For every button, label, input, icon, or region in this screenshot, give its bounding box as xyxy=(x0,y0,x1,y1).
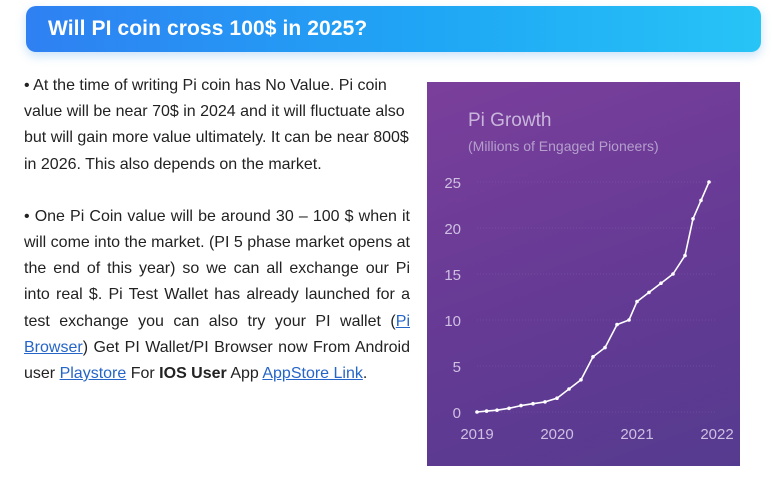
data-point xyxy=(531,401,535,406)
data-point xyxy=(567,387,571,391)
chart-title: Pi Growth xyxy=(468,110,552,131)
series-line xyxy=(476,181,710,413)
data-point xyxy=(691,217,695,221)
playstore-link[interactable]: Playstore xyxy=(59,365,127,383)
data-point xyxy=(659,281,663,285)
data-point xyxy=(699,198,703,203)
page-title: Will PI coin cross 100$ in 2025? xyxy=(48,17,368,40)
data-point xyxy=(683,253,687,258)
data-point xyxy=(519,403,523,408)
data-point xyxy=(603,345,607,350)
x-tick-label: 2022 xyxy=(700,426,733,443)
appstore-link[interactable]: AppStore Link xyxy=(262,365,363,383)
data-point xyxy=(671,272,675,276)
pi-browser-link[interactable]: Pi Browser xyxy=(24,312,410,356)
paragraph-text: App xyxy=(226,365,263,383)
x-tick-label: 2019 xyxy=(460,426,493,443)
y-tick-label: 25 xyxy=(444,175,461,192)
paragraph-text: For xyxy=(126,365,160,383)
y-tick-label: 15 xyxy=(444,267,461,284)
paragraph-text: • One Pi Coin value will be around 30 – … xyxy=(24,207,410,330)
y-tick-label: 10 xyxy=(444,313,461,330)
pi-growth-chart: 0 5 10 15 20 25 2019 2020 2021 2022 Pi Growth (Mi… xyxy=(427,82,740,466)
data-point xyxy=(495,408,499,412)
data-point xyxy=(555,396,559,401)
data-point xyxy=(475,410,479,414)
x-tick-label: 2020 xyxy=(540,426,573,443)
article-body: • At the time of writing Pi coin has No … xyxy=(24,73,410,387)
data-point xyxy=(484,409,489,413)
data-point xyxy=(579,378,583,382)
data-point xyxy=(591,355,595,359)
paragraph-market-value: • One Pi Coin value will be around 30 – … xyxy=(24,204,410,387)
title-banner: Will PI coin cross 100$ in 2025? xyxy=(26,6,761,52)
ios-user-label: IOS User xyxy=(159,365,227,383)
y-tick-label: 20 xyxy=(444,221,461,238)
data-point xyxy=(635,299,639,304)
y-tick-label: 5 xyxy=(453,359,461,376)
paragraph-text: ) Get PI Wallet/PI Browser now From Andr… xyxy=(24,338,410,383)
data-point xyxy=(627,318,631,322)
chart-canvas: 0 5 10 15 20 25 2019 2020 2021 2022 xyxy=(444,175,733,443)
chart-subtitle: (Millions of Engaged Pioneers) xyxy=(468,138,659,154)
paragraph-text: . xyxy=(362,365,368,383)
paragraph-price-outlook: • At the time of writing Pi coin has No … xyxy=(24,77,409,173)
data-point xyxy=(615,322,619,327)
data-point xyxy=(647,290,651,295)
data-point xyxy=(507,406,511,411)
y-tick-label: 0 xyxy=(453,405,461,422)
data-point xyxy=(707,180,711,184)
data-point xyxy=(543,400,547,404)
x-tick-label: 2021 xyxy=(620,426,653,443)
